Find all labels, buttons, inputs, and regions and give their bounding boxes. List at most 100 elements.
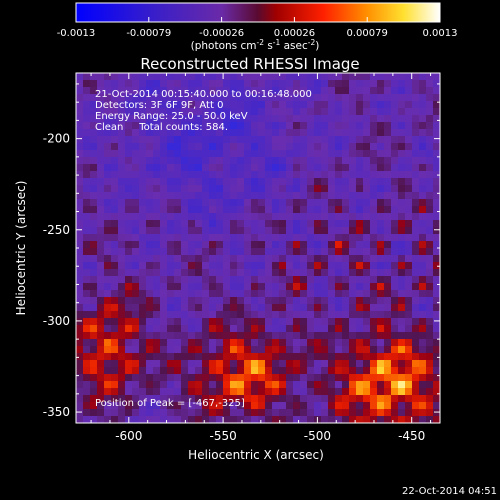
heatmap-cell [132,346,140,354]
heatmap-cell [370,101,378,109]
heatmap-cell [237,276,245,284]
heatmap-cell [426,360,434,368]
heatmap-cell [237,178,245,186]
heatmap-cell [139,409,147,417]
heatmap-cell [216,206,224,214]
heatmap-cell [412,213,420,221]
heatmap-cell [419,206,427,214]
heatmap-cell [405,339,413,347]
heatmap-cell [251,101,259,109]
heatmap-cell [279,332,287,340]
heatmap-cell [216,332,224,340]
heatmap-cell [195,164,203,172]
heatmap-cell [391,332,399,340]
heatmap-cell [272,241,280,249]
heatmap-cell [342,185,350,193]
heatmap-cell [146,248,154,256]
heatmap-cell [265,150,273,158]
heatmap-cell [209,360,217,368]
heatmap-cell [132,276,140,284]
heatmap-cell [265,164,273,172]
heatmap-cell [426,178,434,186]
heatmap-cell [426,332,434,340]
heatmap-cell [265,395,273,403]
heatmap-cell [153,80,161,88]
heatmap-cell [328,101,336,109]
heatmap-cell [314,150,322,158]
heatmap-cell [342,80,350,88]
heatmap-cell [160,206,168,214]
heatmap-cell [181,318,189,326]
heatmap-cell [321,367,329,375]
heatmap-cell [83,402,91,410]
heatmap-cell [76,318,84,326]
heatmap-cell [132,234,140,242]
heatmap-cell [230,290,238,298]
heatmap-cell [146,150,154,158]
heatmap-cell [426,80,434,88]
heatmap-cell [209,220,217,228]
heatmap-cell [356,374,364,382]
heatmap-cell [426,157,434,165]
heatmap-cell [272,136,280,144]
heatmap-cell [132,171,140,179]
heatmap-cell [223,346,231,354]
heatmap-cell [307,248,315,256]
heatmap-cell [314,80,322,88]
heatmap-cell [398,143,406,151]
heatmap-cell [433,227,440,235]
heatmap-cell [181,276,189,284]
heatmap-cell [265,269,273,277]
heatmap-cell [90,290,98,298]
heatmap-cell [237,248,245,256]
heatmap-cell [405,234,413,242]
heatmap-cell [160,297,168,305]
heatmap-cell [307,171,315,179]
heatmap-cell [321,171,329,179]
heatmap-cell [342,367,350,375]
heatmap-cell [391,108,399,116]
heatmap-cell [349,388,357,396]
heatmap-cell [363,262,371,270]
heatmap-cell [307,374,315,382]
heatmap-cell [307,94,315,102]
heatmap-cell [244,283,252,291]
heatmap-cell [146,318,154,326]
heatmap-cell [146,171,154,179]
heatmap-cell [104,304,112,312]
heatmap-cell [104,388,112,396]
heatmap-cell [377,283,385,291]
heatmap-cell [174,122,182,130]
heatmap-cell [286,206,294,214]
heatmap-cell [251,283,259,291]
heatmap-cell [328,150,336,158]
heatmap-cell [314,367,322,375]
heatmap-cell [314,262,322,270]
heatmap-cell [300,269,308,277]
heatmap-cell [174,374,182,382]
heatmap-cell [90,213,98,221]
heatmap-cell [398,346,406,354]
heatmap-cell [300,339,308,347]
heatmap-cell [76,388,84,396]
heatmap-cell [167,220,175,228]
heatmap-cell [223,164,231,172]
heatmap-cell [146,276,154,284]
heatmap-cell [83,297,91,305]
heatmap-cell [223,367,231,375]
heatmap-cell [202,374,210,382]
heatmap-cell [356,115,364,123]
heatmap-cell [419,80,427,88]
heatmap-cell [258,129,266,137]
heatmap-cell [314,185,322,193]
heatmap-cell [384,185,392,193]
heatmap-cell [342,241,350,249]
heatmap-cell [433,178,440,186]
heatmap-cell [426,192,434,200]
heatmap-cell [195,206,203,214]
heatmap-cell [377,262,385,270]
heatmap-cell [97,73,105,81]
heatmap-cell [335,290,343,298]
heatmap-cell [97,276,105,284]
heatmap-cell [342,304,350,312]
